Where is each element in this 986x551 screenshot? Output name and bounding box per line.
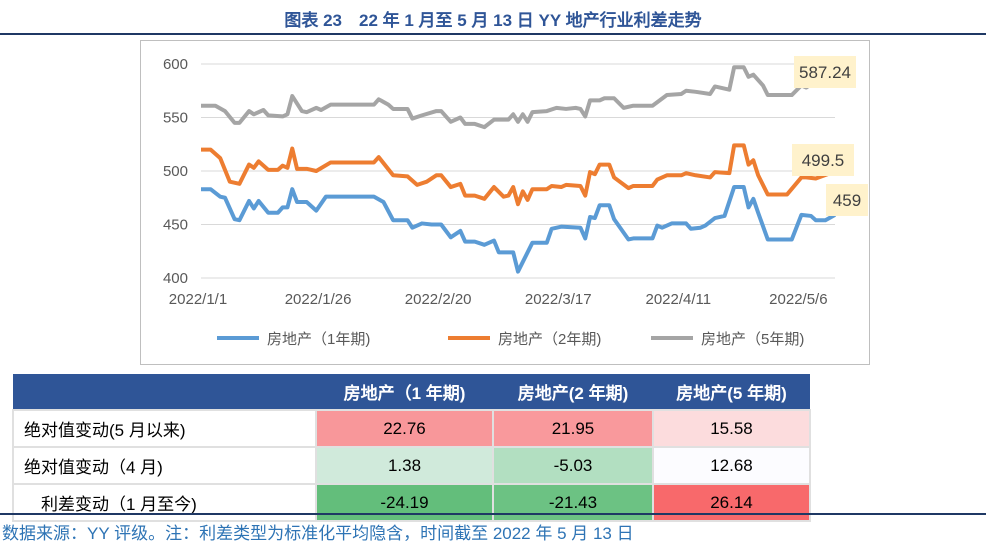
- x-tick-label: 2022/1/1: [169, 291, 227, 308]
- chart-container: 400 450 500 550 600 2022/1/1 2022/1/26 2022/2/2…: [140, 40, 870, 365]
- end-label-box: [792, 144, 854, 176]
- table-row: 利差变动（1 月至今) -24.19 -21.43 26.14: [12, 483, 811, 522]
- end-label-box: [794, 56, 856, 88]
- row-label: 绝对值变动(5 月以来): [12, 409, 317, 448]
- header-1y: 房地产（1 年期): [316, 374, 493, 410]
- legend-label: 房地产（1年期): [267, 331, 370, 348]
- row-label: 利差变动（1 月至今): [12, 483, 317, 522]
- end-label-box: [826, 184, 868, 216]
- series-line-3: [201, 65, 837, 130]
- end-label: 499.5: [802, 151, 845, 170]
- table-cell: -5.03: [492, 446, 654, 485]
- table-cell: 21.95: [492, 409, 654, 448]
- header-5y: 房地产(5 年期): [653, 374, 810, 410]
- source-note: 数据来源：YY 评级。注：利差类型为标准化平均隐含，时间截至 2022 年 5 …: [2, 524, 634, 543]
- series-line-1: [201, 185, 836, 274]
- legend-label: 房地产（2年期): [498, 331, 601, 348]
- legend-label: 房地产（5年期): [701, 331, 804, 348]
- footer-rule: [0, 513, 986, 515]
- x-tick-label: 2022/2/20: [405, 291, 472, 308]
- table-cell: 22.76: [315, 409, 494, 448]
- table-cell: 26.14: [652, 483, 811, 522]
- x-tick-label: 2022/4/11: [645, 291, 711, 308]
- y-tick-label: 550: [163, 110, 188, 127]
- end-label: 587.24: [799, 63, 851, 82]
- series-line-2: [201, 143, 836, 207]
- y-tick-label: 400: [163, 270, 188, 287]
- table-cell: -21.43: [492, 483, 654, 522]
- y-tick-label: 500: [163, 163, 188, 180]
- table-header-row: 房地产（1 年期) 房地产(2 年期) 房地产(5 年期): [13, 374, 810, 410]
- table-row: 绝对值变动（4 月) 1.38 -5.03 12.68: [12, 446, 811, 485]
- spread-change-table: 房地产（1 年期) 房地产(2 年期) 房地产(5 年期) 绝对值变动(5 月以…: [12, 374, 811, 522]
- y-tick-label: 450: [163, 217, 188, 234]
- table-cell: 15.58: [652, 409, 811, 448]
- end-label: 459: [833, 191, 861, 210]
- x-tick-label: 2022/3/17: [525, 291, 592, 308]
- x-tick-label: 2022/1/26: [285, 291, 352, 308]
- header-blank: [13, 374, 316, 410]
- x-tick-label: 2022/5/6: [769, 291, 827, 308]
- table-row: 绝对值变动(5 月以来) 22.76 21.95 15.58: [12, 409, 811, 448]
- header-2y: 房地产(2 年期): [493, 374, 653, 410]
- y-tick-label: 600: [163, 56, 188, 73]
- title-rule: [0, 33, 986, 35]
- table-cell: 1.38: [315, 446, 494, 485]
- figure-title: 图表 23 22 年 1 月至 5 月 13 日 YY 地产行业利差走势: [284, 11, 702, 30]
- table-cell: -24.19: [315, 483, 494, 522]
- row-label: 绝对值变动（4 月): [12, 446, 317, 485]
- line-chart: 400 450 500 550 600 2022/1/1 2022/1/26 2022/2/2…: [163, 56, 868, 348]
- table-cell: 12.68: [652, 446, 811, 485]
